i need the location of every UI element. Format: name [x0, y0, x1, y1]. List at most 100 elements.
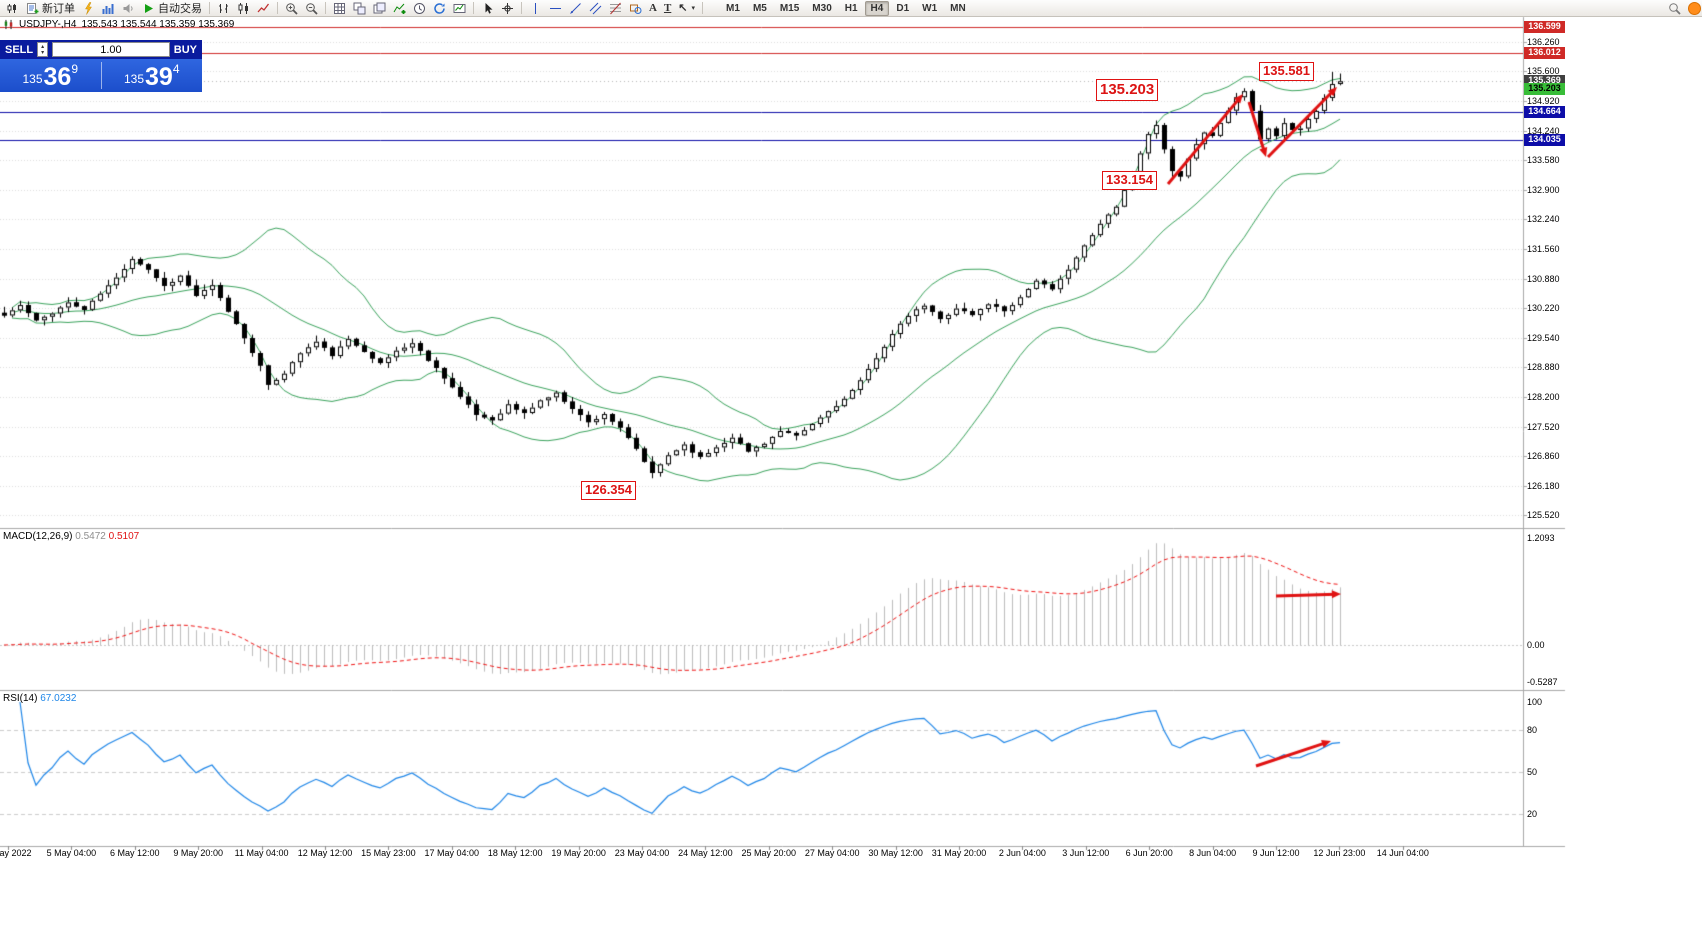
time-axis-label: 2 Jun 04:00 — [998, 848, 1046, 858]
timeframe-h4[interactable]: H4 — [864, 0, 890, 16]
trendline-icon[interactable] — [566, 0, 585, 17]
price-tick-label: 136.260 — [1527, 37, 1560, 47]
macd-main-value: 0.5472 — [75, 531, 106, 542]
zoom-out-icon[interactable] — [302, 0, 321, 17]
label-tool-icon[interactable]: T — [663, 1, 672, 14]
price-tick-label: 133.580 — [1527, 155, 1560, 165]
time-axis-label: 6 Jun 20:00 — [1125, 848, 1173, 858]
templates-icon[interactable] — [450, 0, 469, 17]
price-tick-label: 134.920 — [1527, 96, 1560, 106]
speaker-icon[interactable] — [119, 0, 138, 17]
fibonacci-icon[interactable] — [606, 0, 625, 17]
channel-icon[interactable] — [586, 0, 605, 17]
timeframe-h1[interactable]: H1 — [844, 2, 858, 14]
price-tick-label: 132.900 — [1527, 185, 1560, 195]
time-axis-label: 25 May 20:00 — [741, 848, 797, 858]
lightning-icon[interactable] — [79, 0, 98, 17]
macd-axis-label: 0.00 — [1527, 640, 1545, 650]
bar-chart-icon[interactable] — [214, 0, 233, 17]
macd-axis-label: -0.5287 — [1527, 677, 1558, 687]
price-level-badge: 136.012 — [1524, 47, 1565, 59]
timeframe-m30[interactable]: M30 — [812, 2, 832, 14]
macd-label: MACD(12,26,9) 0.5472 0.5107 — [3, 531, 140, 542]
price-level-badge: 135.203 — [1524, 83, 1565, 95]
crosshair-icon[interactable] — [498, 0, 517, 17]
candlestick-chart-icon[interactable] — [234, 0, 253, 17]
time-axis-label: 12 May 12:00 — [297, 848, 353, 858]
price-level-badge: 134.664 — [1524, 106, 1565, 118]
new-chart-icon[interactable] — [3, 0, 22, 17]
time-axis-label: 31 May 20:00 — [931, 848, 987, 858]
macd-axis-label: 1.2093 — [1527, 533, 1555, 543]
time-axis-label: 15 May 23:00 — [361, 848, 416, 858]
price-callout[interactable]: 135.581 — [1259, 62, 1314, 81]
refresh-icon[interactable] — [430, 0, 449, 17]
price-tick-label: 135.600 — [1527, 66, 1560, 76]
tile-windows-icon[interactable] — [350, 0, 369, 17]
chevron-down-icon: ▾ — [691, 5, 696, 12]
cascade-windows-icon[interactable] — [370, 0, 389, 17]
stepper-up-icon[interactable]: ▴ — [41, 43, 45, 50]
autotrading-button[interactable]: 自动交易 — [139, 1, 205, 16]
cursor-icon[interactable] — [478, 0, 497, 17]
new-order-button[interactable]: 新订单 — [23, 1, 78, 16]
timeframe-m15[interactable]: M15 — [779, 2, 800, 14]
arrows-tool-icon[interactable]: ↖ ▾ — [678, 1, 696, 14]
price-tick-label: 130.880 — [1527, 274, 1560, 284]
trade-panel-divider — [100, 62, 102, 89]
timeframe-m1[interactable]: M1 — [726, 2, 740, 14]
rsi-axis-label: 50 — [1527, 767, 1538, 777]
price-tick-label: 125.520 — [1527, 510, 1560, 520]
sell-label[interactable]: SELL — [5, 43, 34, 56]
price-tick-label: 129.540 — [1527, 333, 1560, 343]
buy-button[interactable]: 135 39 4 — [102, 59, 203, 92]
time-axis-label: 30 May 12:00 — [868, 848, 923, 858]
buy-price-small: 135 — [123, 72, 145, 86]
grid-icon[interactable] — [330, 0, 349, 17]
timeframe-mn[interactable]: MN — [950, 2, 966, 14]
stepper-down-icon[interactable]: ▾ — [41, 49, 45, 56]
price-tick-label: 126.180 — [1527, 481, 1560, 491]
vertical-line-icon[interactable] — [526, 0, 545, 17]
zoom-in-icon[interactable] — [282, 0, 301, 17]
symbol-period-label: USDJPY-,H4 — [19, 19, 77, 30]
timeframe-w1[interactable]: W1 — [922, 2, 938, 14]
period-clock-icon[interactable] — [410, 0, 429, 17]
horizontal-line-icon[interactable] — [546, 0, 565, 17]
price-level-badge: 134.035 — [1524, 134, 1565, 146]
price-tick-label: 126.860 — [1527, 451, 1560, 461]
price-level-badge: 136.599 — [1524, 21, 1565, 33]
timeframe-d1[interactable]: D1 — [896, 2, 910, 14]
timeframe-m5[interactable]: M5 — [752, 2, 767, 14]
shapes-icon[interactable] — [626, 0, 645, 17]
one-click-trading-panel: SELL ▴ ▾ 1.00 BUY 135 36 9 135 39 4 — [0, 40, 202, 92]
rsi-label: RSI(14) 67.0232 — [3, 693, 77, 704]
text-tool-icon[interactable]: A — [649, 1, 657, 14]
sell-price-pip: 9 — [71, 62, 79, 76]
time-axis-label: 5 May 2022 — [0, 848, 32, 858]
indicators-icon[interactable] — [390, 0, 409, 17]
time-axis-label: 27 May 04:00 — [804, 848, 860, 858]
rsi-axis-label: 20 — [1527, 809, 1538, 819]
buy-label[interactable]: BUY — [173, 43, 197, 56]
volume-stepper[interactable]: ▴ ▾ — [37, 42, 49, 57]
market-watch-icon[interactable] — [99, 0, 118, 17]
price-callout[interactable]: 133.154 — [1102, 171, 1157, 190]
time-axis-label: 8 Jun 04:00 — [1189, 848, 1237, 858]
volume-input[interactable]: 1.00 — [52, 42, 170, 57]
time-axis-label: 6 May 12:00 — [110, 848, 160, 858]
time-axis-label: 23 May 04:00 — [614, 848, 670, 858]
search-icon[interactable] — [1665, 0, 1684, 17]
notification-badge[interactable] — [1688, 1, 1701, 15]
time-axis-label: 19 May 20:00 — [551, 848, 606, 858]
time-axis-label: 5 May 04:00 — [46, 848, 97, 858]
price-callout[interactable]: 126.354 — [581, 481, 636, 500]
time-axis-label: 18 May 12:00 — [487, 848, 543, 858]
autotrading-label: 自动交易 — [158, 3, 202, 15]
line-chart-icon[interactable] — [254, 0, 273, 17]
trade-panel-prices: 135 36 9 135 39 4 — [0, 59, 202, 92]
sell-button[interactable]: 135 36 9 — [0, 59, 101, 92]
price-callout[interactable]: 135.203 — [1096, 79, 1159, 101]
